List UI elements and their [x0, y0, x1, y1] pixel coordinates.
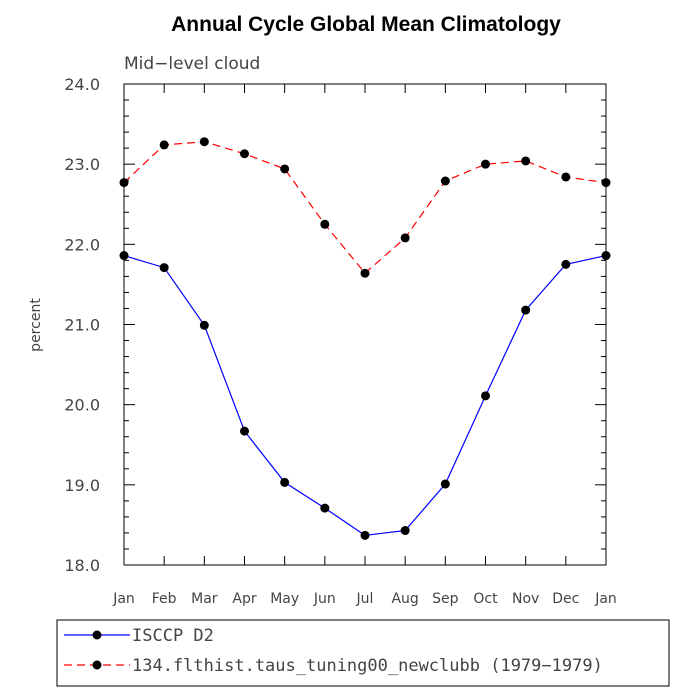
x-tick-label: Jan [594, 591, 617, 607]
y-tick-label: 20.0 [64, 396, 100, 415]
series-2-point [119, 178, 129, 188]
series-1-point [561, 259, 571, 269]
x-tick-label: Mar [191, 591, 218, 607]
series-2-point [561, 172, 571, 182]
y-tick-label: 19.0 [64, 476, 100, 495]
series-2-point [320, 219, 330, 229]
legend-marker-1 [92, 630, 102, 640]
series-2-point [199, 137, 209, 147]
y-axis-label: percent [28, 298, 44, 352]
series-layer [119, 137, 611, 540]
series-1-point [159, 263, 169, 273]
chart-title: Annual Cycle Global Mean Climatology [171, 13, 561, 36]
y-tick-label: 21.0 [64, 316, 100, 335]
x-tick-label: Jul [356, 591, 374, 607]
x-tick-label: May [270, 591, 299, 607]
series-2-point [360, 268, 370, 278]
series-2-point [440, 176, 450, 186]
tick-labels: Jan Feb Mar Apr May Jun Jul Aug Sep Oct Nov Dec Jan 1… [64, 75, 616, 607]
x-tick-label: Sep [432, 591, 459, 607]
series-1-point [280, 477, 290, 487]
y-tick-label: 18.0 [64, 556, 100, 575]
series-1-point [320, 503, 330, 513]
y-tick-label: 24.0 [64, 75, 100, 94]
axis-ticks [123, 83, 607, 566]
legend-label-2: 134.flthist.taus_tuning00_newclubb (1979… [132, 656, 603, 676]
y-tick-label: 22.0 [64, 235, 100, 254]
series-1-point [400, 526, 410, 536]
series-2-point [521, 156, 531, 166]
x-tick-label: Feb [152, 591, 177, 607]
series-2-point [400, 233, 410, 243]
x-tick-label: Oct [473, 591, 498, 607]
series-2-point [240, 149, 249, 159]
x-tick-label: Jun [313, 591, 336, 607]
x-tick-label: Dec [552, 591, 579, 607]
legend-box [56, 619, 670, 687]
plot-frame [123, 83, 607, 566]
legend-label-1: ISCCP D2 [132, 626, 214, 646]
series-2-point [159, 140, 169, 150]
chart-subtitle: Mid−level cloud [124, 54, 260, 74]
series-1-point [199, 320, 209, 330]
x-tick-label: Aug [391, 591, 418, 607]
series-1-point [240, 426, 249, 436]
legend: ISCCP D2 134.flthist.taus_tuning00_newclu… [56, 619, 670, 687]
series-1-point [119, 251, 129, 261]
series-2-point [280, 164, 290, 174]
series-2-point [481, 159, 490, 169]
series-line-1 [123, 254, 607, 536]
y-tick-label: 23.0 [64, 155, 100, 174]
x-tick-label: Apr [232, 591, 256, 607]
series-line-2 [123, 141, 607, 275]
series-1-point [601, 251, 611, 261]
series-1-point [481, 391, 490, 401]
x-tick-label: Jan [112, 591, 135, 607]
x-tick-label: Nov [512, 591, 539, 607]
series-1-point [521, 305, 531, 315]
series-1-point [360, 530, 370, 540]
series-1-point [440, 479, 450, 489]
series-2-point [601, 178, 611, 188]
legend-marker-2 [92, 660, 102, 670]
